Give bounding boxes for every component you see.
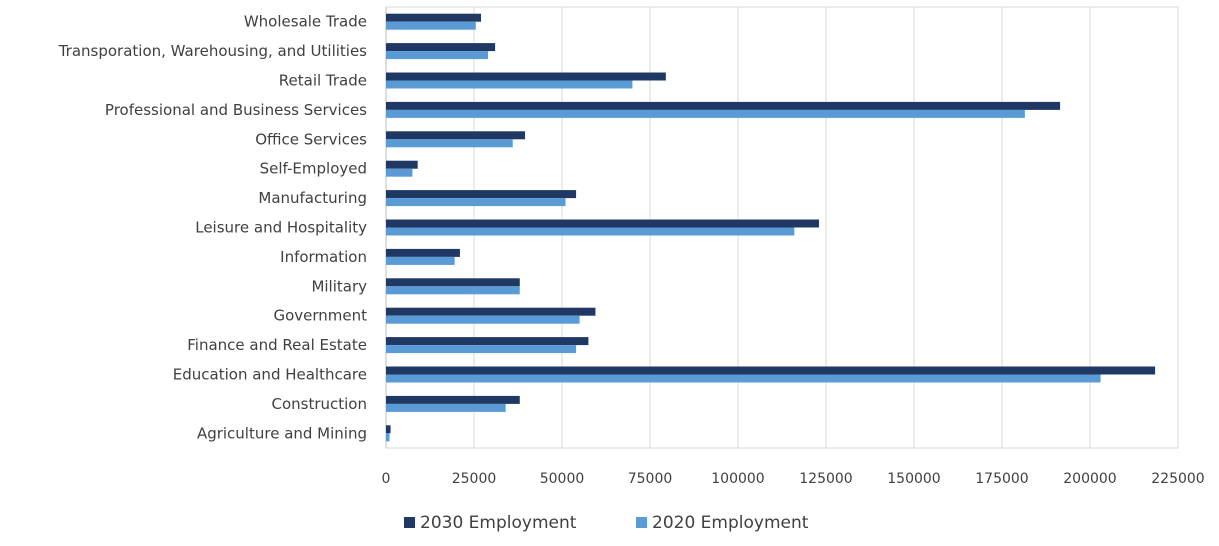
bar-2030-employment-professional-and-business-services [386, 101, 1061, 110]
bar-2020-employment-self-employed [386, 168, 413, 177]
category-label-transporation-warehousing-and-utilities: Transporation, Warehousing, and Utilitie… [58, 42, 367, 60]
bar-2030-employment-self-employed [386, 160, 418, 169]
bar-2020-employment-agriculture-and-mining [386, 433, 390, 442]
category-label-self-employed: Self-Employed [260, 160, 367, 178]
bar-2030-employment-leisure-and-hospitality [386, 219, 819, 228]
bar-2030-employment-construction [386, 395, 520, 404]
category-label-retail-trade: Retail Trade [279, 72, 367, 90]
bar-2020-employment-office-services [386, 139, 513, 148]
legend-label-2020-employment: 2020 Employment [652, 513, 809, 533]
bar-2030-employment-government [386, 307, 596, 316]
bar-2020-employment-finance-and-real-estate [386, 345, 577, 354]
bar-2020-employment-construction [386, 403, 506, 412]
x-tick-label: 100000 [711, 471, 764, 487]
category-label-military: Military [311, 277, 367, 295]
bar-2030-employment-agriculture-and-mining [386, 425, 391, 434]
bar-2030-employment-information [386, 248, 460, 257]
bar-2030-employment-manufacturing [386, 190, 577, 199]
x-tick-label: 200000 [1063, 471, 1116, 487]
x-tick-label: 50000 [540, 471, 585, 487]
x-tick-label: 25000 [452, 471, 497, 487]
x-tick-label: 150000 [887, 471, 940, 487]
x-tick-label: 125000 [799, 471, 852, 487]
bar-2030-employment-military [386, 278, 520, 287]
category-label-wholesale-trade: Wholesale Trade [244, 13, 367, 31]
bar-2030-employment-education-and-healthcare [386, 366, 1156, 375]
category-label-construction: Construction [271, 395, 367, 413]
x-tick-label: 225000 [1151, 471, 1204, 487]
category-label-government: Government [273, 307, 367, 325]
x-tick-label: 75000 [628, 471, 673, 487]
bar-2020-employment-professional-and-business-services [386, 109, 1025, 118]
legend-swatch-2030-employment [404, 517, 415, 528]
category-label-agriculture-and-mining: Agriculture and Mining [197, 424, 367, 442]
legend-swatch-2020-employment [636, 517, 647, 528]
bar-2030-employment-wholesale-trade [386, 13, 482, 22]
category-label-manufacturing: Manufacturing [258, 189, 367, 207]
bar-2020-employment-education-and-healthcare [386, 374, 1101, 383]
category-label-education-and-healthcare: Education and Healthcare [173, 366, 367, 384]
category-label-leisure-and-hospitality: Leisure and Hospitality [195, 219, 367, 237]
bar-2020-employment-military [386, 286, 520, 295]
bar-2020-employment-information [386, 256, 455, 265]
bar-2030-employment-transporation-warehousing-and-utilities [386, 43, 496, 52]
bar-2020-employment-government [386, 315, 580, 324]
bar-2020-employment-retail-trade [386, 80, 633, 89]
category-label-finance-and-real-estate: Finance and Real Estate [187, 336, 367, 354]
category-label-office-services: Office Services [255, 130, 367, 148]
category-label-information: Information [280, 248, 367, 266]
bar-2030-employment-office-services [386, 131, 526, 140]
category-label-professional-and-business-services: Professional and Business Services [105, 101, 367, 119]
x-tick-label: 0 [382, 471, 391, 487]
bar-2020-employment-leisure-and-hospitality [386, 227, 795, 236]
bar-2020-employment-wholesale-trade [386, 21, 476, 30]
bar-2030-employment-retail-trade [386, 72, 666, 81]
legend-label-2030-employment: 2030 Employment [420, 513, 577, 533]
bar-2020-employment-manufacturing [386, 198, 566, 207]
bar-2020-employment-transporation-warehousing-and-utilities [386, 51, 489, 60]
bar-2030-employment-finance-and-real-estate [386, 337, 589, 346]
x-tick-label: 175000 [975, 471, 1028, 487]
